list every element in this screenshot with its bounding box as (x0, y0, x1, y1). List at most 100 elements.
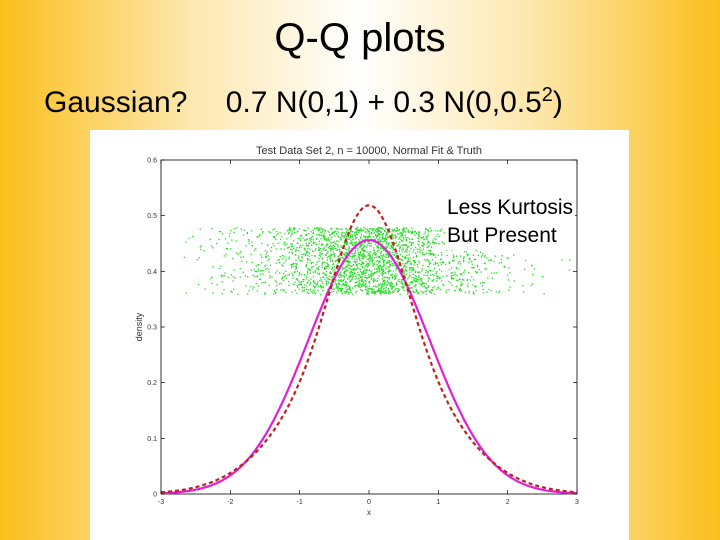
scatter-point (376, 259, 379, 262)
scatter-point (388, 291, 390, 293)
scatter-point (370, 279, 373, 281)
scatter-point (360, 276, 362, 279)
scatter-point (397, 290, 400, 293)
scatter-point (305, 285, 307, 287)
scatter-point (433, 286, 435, 288)
scatter-point (275, 234, 278, 236)
scatter-point (338, 228, 340, 230)
scatter-point (361, 253, 363, 256)
scatter-point (335, 283, 337, 285)
scatter-point (401, 228, 404, 231)
scatter-point (361, 230, 364, 232)
scatter-point (306, 234, 308, 236)
scatter-point (269, 277, 271, 279)
scatter-point (307, 254, 309, 256)
scatter-point (340, 239, 342, 241)
scatter-point (274, 291, 276, 293)
scatter-point (383, 254, 385, 256)
scatter-point (346, 288, 348, 291)
scatter-point (273, 228, 276, 230)
scatter-point (391, 282, 393, 284)
scatter-point (421, 244, 423, 247)
scatter-point (307, 289, 309, 291)
scatter-point (310, 231, 312, 233)
scatter-point (398, 250, 400, 252)
scatter-point (399, 253, 401, 255)
scatter-point (251, 245, 253, 247)
scatter-point (286, 230, 289, 232)
scatter-point (391, 288, 393, 290)
scatter-point (325, 268, 327, 270)
scatter-point (328, 278, 330, 281)
scatter-point (363, 242, 366, 244)
scatter-point (332, 249, 334, 251)
scatter-point (321, 265, 323, 267)
scatter-point (452, 254, 454, 256)
scatter-point (357, 247, 359, 249)
scatter-point (412, 279, 414, 281)
scatter-point (457, 263, 459, 265)
scatter-point (382, 292, 384, 294)
scatter-point (337, 244, 339, 246)
scatter-point (427, 246, 429, 248)
scatter-point (318, 240, 320, 242)
scatter-point (211, 228, 213, 230)
scatter-point (432, 259, 434, 261)
scatter-point (416, 290, 418, 293)
scatter-point (288, 258, 290, 260)
scatter-point (508, 289, 510, 291)
scatter-point (367, 252, 370, 254)
scatter-point (375, 272, 377, 274)
scatter-point (380, 250, 383, 253)
scatter-point (349, 276, 352, 278)
scatter-point (403, 265, 405, 267)
scatter-point (396, 291, 399, 293)
scatter-point (378, 284, 381, 286)
scatter-point (330, 249, 332, 251)
scatter-point (321, 250, 323, 252)
scatter-point (413, 261, 416, 264)
scatter-point (372, 259, 374, 261)
scatter-point (409, 241, 411, 243)
scatter-point (359, 246, 362, 248)
scatter-point (248, 240, 250, 242)
scatter-point (456, 275, 458, 277)
scatter-point (408, 276, 410, 278)
scatter-point (471, 276, 473, 278)
scatter-point (223, 255, 225, 257)
scatter-point (388, 242, 390, 244)
scatter-point (288, 227, 291, 229)
scatter-point (296, 270, 299, 273)
scatter-point (354, 260, 357, 263)
scatter-point (395, 284, 397, 286)
scatter-point (419, 252, 421, 254)
scatter-point (344, 283, 346, 286)
scatter-point (360, 275, 362, 278)
scatter-point (329, 260, 332, 262)
scatter-point (412, 260, 415, 262)
scatter-point (403, 227, 405, 229)
scatter-point (345, 243, 348, 246)
scatter-point (351, 287, 354, 289)
scatter-point (381, 238, 383, 240)
scatter-point (349, 229, 351, 231)
scatter-point (379, 236, 381, 238)
scatter-point (468, 271, 470, 273)
scatter-point (389, 274, 392, 276)
scatter-point (294, 250, 297, 252)
scatter-point (357, 249, 359, 251)
scatter-point (423, 258, 426, 261)
scatter-point (343, 275, 345, 277)
scatter-point (351, 274, 353, 276)
scatter-point (348, 263, 350, 265)
scatter-point (325, 240, 328, 242)
scatter-point (329, 271, 332, 273)
scatter-point (437, 287, 440, 289)
scatter-point (425, 260, 427, 262)
scatter-point (354, 251, 356, 253)
scatter-point (334, 269, 336, 271)
scatter-point (359, 279, 361, 281)
scatter-point (381, 255, 383, 257)
scatter-point (333, 231, 335, 233)
scatter-point (256, 236, 258, 238)
